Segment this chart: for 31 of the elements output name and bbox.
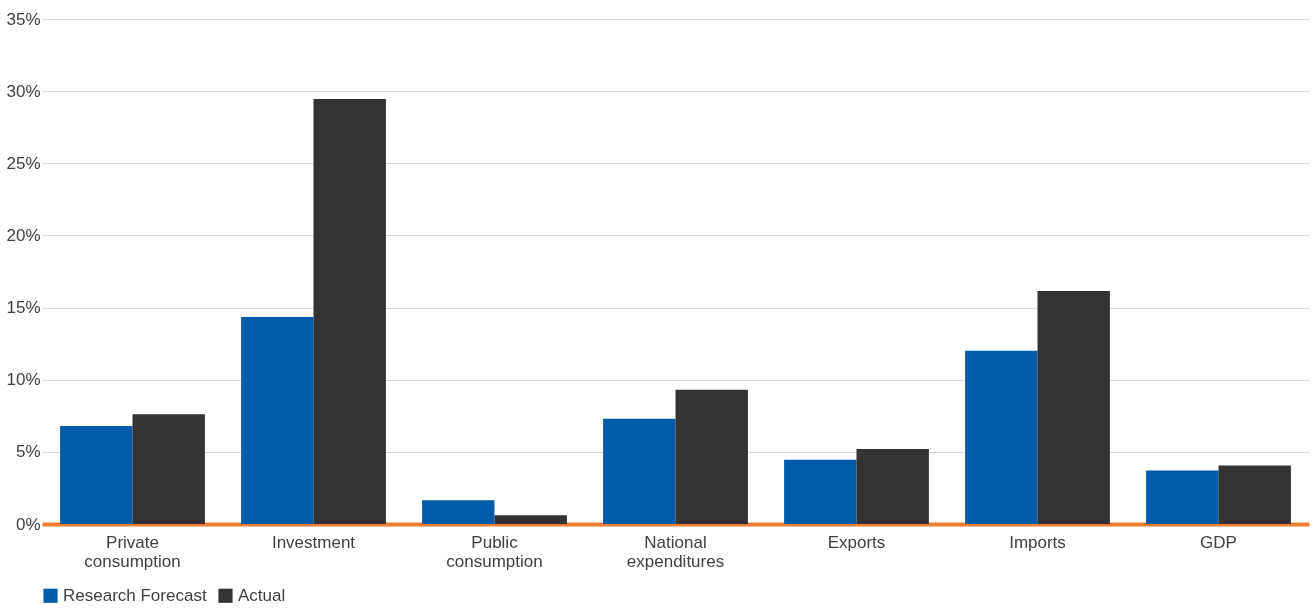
y-tick-label: 5% — [15, 442, 41, 462]
x-tick-label: Investment — [271, 532, 356, 552]
bar — [313, 99, 386, 524]
legend-label: Actual — [238, 585, 286, 605]
x-tick-label: Exports — [827, 532, 886, 552]
y-tick-label: 35% — [6, 9, 41, 29]
x-tick-label: GDP — [1200, 532, 1237, 552]
x-tick-label: National expenditures — [626, 532, 725, 571]
bar — [1218, 465, 1291, 524]
bar — [1037, 290, 1110, 524]
bar — [675, 389, 748, 524]
bar — [132, 414, 205, 524]
x-tick-label: Private consumption — [84, 532, 181, 571]
y-tick-label: 25% — [6, 153, 41, 173]
y-tick-label: 15% — [6, 298, 41, 318]
x-tick-label: Imports — [1009, 532, 1066, 552]
bar — [1146, 470, 1219, 524]
bar — [494, 515, 567, 524]
bar — [603, 418, 676, 524]
x-tick-label: Public consumption — [446, 532, 543, 571]
bar — [241, 316, 314, 524]
bar — [856, 448, 929, 524]
bar — [784, 459, 857, 524]
bar — [422, 500, 495, 524]
y-tick-label: 30% — [6, 81, 41, 101]
bar — [60, 425, 133, 524]
y-tick-label: 0% — [15, 514, 41, 534]
bar — [965, 350, 1038, 524]
legend-label: Research Forecast — [63, 585, 207, 605]
y-tick-label: 20% — [6, 225, 41, 245]
y-tick-label: 10% — [6, 370, 41, 390]
